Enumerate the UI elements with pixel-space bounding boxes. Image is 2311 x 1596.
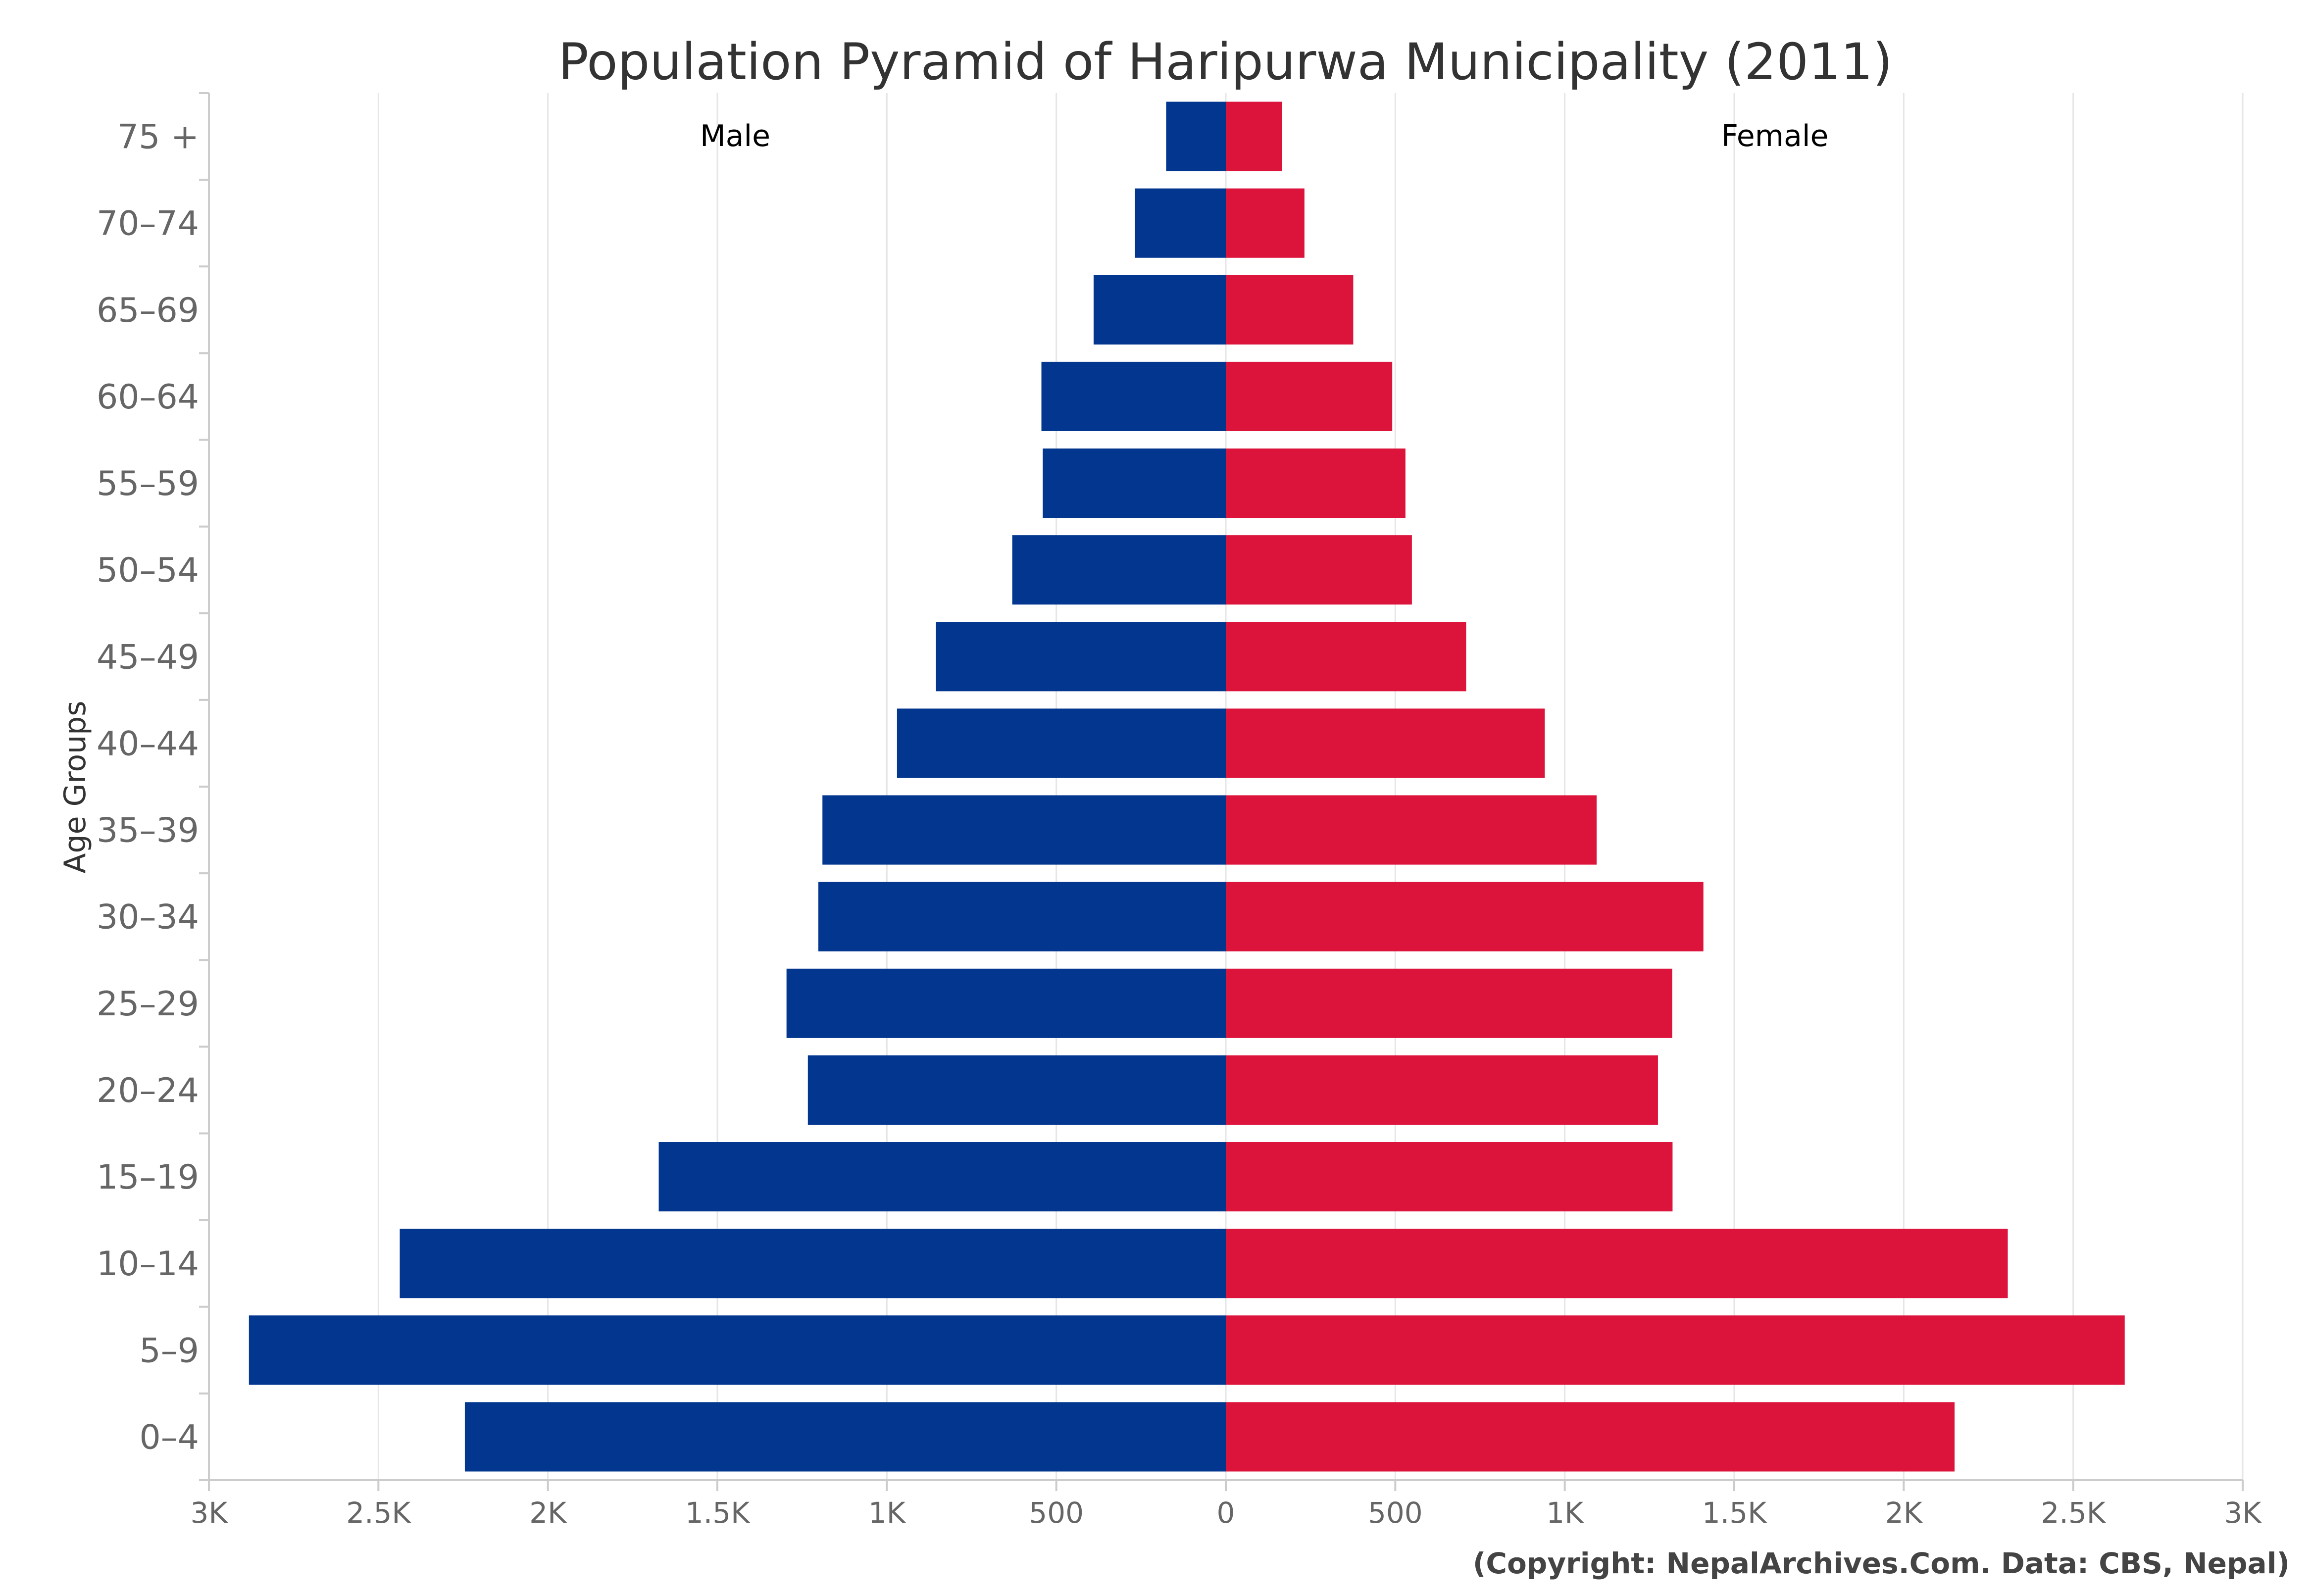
y-tick-label: 5–9	[139, 1331, 199, 1370]
y-tick-label: 40–44	[97, 724, 199, 763]
female-bar-30-34	[1226, 882, 1704, 951]
y-axis-ticks: 0–4 5–9 10–14 15–19 20–24 25–29 30–34 35–39 40–4…	[97, 92, 209, 1481]
y-tick-label: 25–29	[97, 985, 199, 1024]
male-side-label: Male	[700, 119, 770, 153]
female-bar-40-44	[1226, 708, 1545, 778]
y-tick-label: 30–34	[97, 898, 199, 937]
female-bar-10-14	[1226, 1229, 2008, 1298]
male-bar-10-14	[400, 1229, 1226, 1298]
y-tick-label: 20–24	[97, 1071, 199, 1110]
female-bar-0-4	[1226, 1402, 1955, 1472]
x-tick-label: 3K	[191, 1496, 229, 1530]
x-tick-label: 1K	[1546, 1496, 1584, 1530]
male-bar-5-9	[249, 1315, 1226, 1385]
male-bar-30-34	[818, 882, 1226, 951]
y-tick-label: 75 +	[117, 118, 199, 157]
male-bar-0-4	[464, 1402, 1226, 1472]
x-tick-label: 500	[1029, 1496, 1084, 1530]
female-bar-5-9	[1226, 1315, 2125, 1385]
male-bar-55-59	[1043, 449, 1226, 518]
y-tick-label: 10–14	[97, 1245, 199, 1284]
female-bar-65-69	[1226, 275, 1354, 345]
male-bar-35-39	[822, 795, 1226, 865]
female-bar-50-54	[1226, 535, 1412, 605]
male-bar-70-74	[1135, 188, 1226, 258]
female-bar-60-64	[1226, 361, 1393, 431]
male-bar-60-64	[1041, 361, 1226, 431]
y-tick-label: 0–4	[139, 1418, 199, 1457]
female-bar-15-19	[1226, 1142, 1673, 1212]
y-axis-title: Age Groups	[58, 700, 93, 873]
y-tick-label: 55–59	[97, 464, 199, 503]
bars	[249, 101, 2125, 1472]
x-tick-label: 2.5K	[2041, 1496, 2107, 1530]
copyright-credit: (Copyright: NepalArchives.Com. Data: CBS…	[1473, 1546, 2290, 1580]
female-bar-75	[1226, 101, 1282, 171]
y-tick-label: 60–64	[97, 378, 199, 417]
female-bar-70-74	[1226, 188, 1305, 258]
y-tick-label: 65–69	[97, 291, 199, 330]
female-bar-45-49	[1226, 622, 1466, 692]
male-bar-65-69	[1093, 275, 1226, 345]
x-axis-ticks: 3K 2.5K 2K 1.5K 1K 500 0 500 1K 1.5K 2K 2.5K 3K	[191, 1480, 2262, 1530]
x-tick-label: 3K	[2224, 1496, 2262, 1530]
female-bar-20-24	[1226, 1055, 1658, 1125]
male-bar-25-29	[786, 968, 1226, 1038]
chart-title: Population Pyramid of Haripurwa Municipa…	[558, 33, 1892, 92]
male-bar-40-44	[897, 708, 1226, 778]
female-bar-25-29	[1226, 968, 1672, 1038]
male-bar-20-24	[807, 1055, 1226, 1125]
x-tick-label: 1K	[868, 1496, 906, 1530]
x-tick-label: 2K	[1885, 1496, 1923, 1530]
female-bar-55-59	[1226, 449, 1406, 518]
y-tick-label: 45–49	[97, 638, 199, 677]
y-tick-label: 50–54	[97, 551, 199, 590]
x-tick-label: 1.5K	[1702, 1496, 1767, 1530]
male-bar-75	[1166, 101, 1226, 171]
x-tick-label: 500	[1368, 1496, 1423, 1530]
x-tick-label: 1.5K	[685, 1496, 751, 1530]
y-tick-label: 35–39	[97, 811, 199, 850]
male-bar-50-54	[1012, 535, 1226, 605]
x-tick-label: 2K	[529, 1496, 567, 1530]
female-bar-35-39	[1226, 795, 1597, 865]
y-tick-label: 70–74	[97, 204, 199, 244]
x-tick-label: 0	[1217, 1496, 1235, 1530]
x-tick-label: 2.5K	[346, 1496, 411, 1530]
male-bar-45-49	[936, 622, 1226, 692]
y-tick-label: 15–19	[97, 1158, 199, 1197]
female-side-label: Female	[1721, 119, 1829, 153]
male-bar-15-19	[658, 1142, 1226, 1212]
